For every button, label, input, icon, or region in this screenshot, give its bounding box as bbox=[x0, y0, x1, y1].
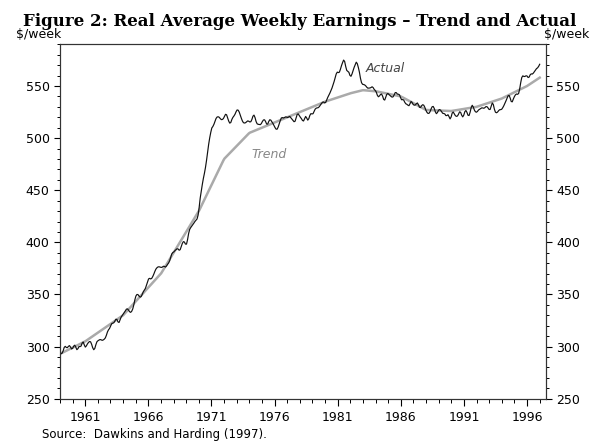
Text: $/week: $/week bbox=[16, 28, 62, 41]
Text: Trend: Trend bbox=[252, 148, 287, 161]
Text: $/week: $/week bbox=[544, 28, 590, 41]
Text: Actual: Actual bbox=[365, 62, 405, 75]
Text: Figure 2: Real Average Weekly Earnings – Trend and Actual: Figure 2: Real Average Weekly Earnings –… bbox=[23, 13, 577, 30]
Text: Source:  Dawkins and Harding (1997).: Source: Dawkins and Harding (1997). bbox=[42, 428, 267, 441]
